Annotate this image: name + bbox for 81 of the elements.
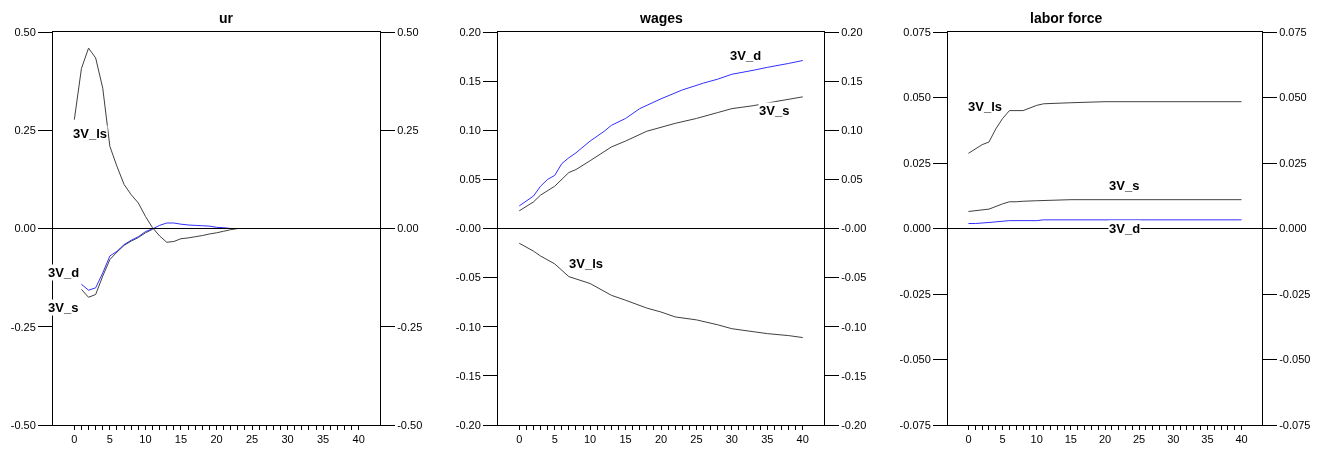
series-label: 3V_s <box>759 103 790 118</box>
y-tick-label: -0.00 <box>455 222 481 235</box>
y2-tick-label: 0.50 <box>397 25 419 38</box>
y2-tick-label: -0.15 <box>841 369 867 382</box>
y2-tick-label: 0.10 <box>841 124 863 137</box>
x-tick-label: 15 <box>174 433 188 446</box>
x-tick-label: 20 <box>654 433 668 446</box>
series-label: 3V_d <box>48 265 80 280</box>
y2-tick-label: -0.50 <box>397 418 423 431</box>
x-tick-label: 25 <box>1133 433 1146 446</box>
x-tick-label: 10 <box>1030 433 1043 446</box>
series-label: 3V_d <box>1109 221 1141 236</box>
chart-title: labor force <box>1030 10 1103 26</box>
y-tick-label: 0.50 <box>14 25 36 38</box>
series-label: 3V_ls <box>569 256 603 271</box>
y2-tick-label: 0.050 <box>1279 91 1307 104</box>
y2-tick-label: -0.25 <box>397 320 423 333</box>
x-tick-label: 15 <box>619 433 632 446</box>
y-tick-label: -0.05 <box>455 271 481 284</box>
x-tick-label: 40 <box>1235 433 1248 446</box>
x-tick-label: 30 <box>281 433 294 446</box>
x-tick-label: 10 <box>139 433 152 446</box>
y-tick-label: -0.10 <box>455 320 481 333</box>
y-tick-label: 0.25 <box>14 124 36 137</box>
y2-tick-label: -0.10 <box>841 320 867 333</box>
x-tick-label: 10 <box>584 433 597 446</box>
y2-tick-label: -0.075 <box>1279 418 1311 431</box>
series-label: 3V_ls <box>968 99 1002 114</box>
y-tick-label: -0.50 <box>10 418 36 431</box>
y-tick-label: 0.20 <box>459 25 481 38</box>
y2-tick-label: 0.15 <box>841 74 863 87</box>
y-tick-label: 0.050 <box>903 91 931 104</box>
x-tick-label: 15 <box>1064 433 1077 446</box>
series-label: 3V_ls <box>73 126 107 141</box>
chart-title: wages <box>639 10 684 26</box>
chart-title: ur <box>219 10 234 26</box>
y-tick-label: 0.075 <box>903 25 931 38</box>
series-label: 3V_d <box>730 48 762 63</box>
x-tick-label: 35 <box>1201 433 1214 446</box>
y2-tick-label: 0.025 <box>1279 156 1307 169</box>
y-tick-label: -0.050 <box>899 353 931 366</box>
x-tick-label: 25 <box>690 433 703 446</box>
x-tick-label: 40 <box>352 433 365 446</box>
x-tick-label: 35 <box>761 433 774 446</box>
y2-tick-label: 0.05 <box>841 173 863 186</box>
y-tick-label: 0.15 <box>459 74 481 87</box>
x-tick-label: 40 <box>796 433 809 446</box>
y2-tick-label: 0.25 <box>397 124 419 137</box>
y-tick-label: -0.25 <box>10 320 36 333</box>
y-tick-label: -0.20 <box>455 418 481 431</box>
y2-tick-label: -0.00 <box>841 222 867 235</box>
y2-tick-label: 0.075 <box>1279 25 1307 38</box>
y2-tick-label: 0.00 <box>397 222 419 235</box>
y2-tick-label: 0.000 <box>1279 222 1307 235</box>
x-tick-label: 20 <box>1098 433 1112 446</box>
x-tick-label: 5 <box>106 433 113 446</box>
series-label: 3V_s <box>48 300 79 315</box>
y-tick-label: -0.075 <box>899 418 931 431</box>
y-tick-label: 0.05 <box>459 173 481 186</box>
y2-tick-label: -0.050 <box>1279 353 1311 366</box>
x-tick-label: 0 <box>71 433 78 446</box>
y2-tick-label: -0.025 <box>1279 287 1311 300</box>
x-tick-label: 5 <box>999 433 1006 446</box>
y-tick-label: -0.15 <box>455 369 481 382</box>
y2-tick-label: -0.20 <box>841 418 867 431</box>
x-tick-label: 35 <box>317 433 330 446</box>
x-tick-label: 25 <box>245 433 259 446</box>
y-tick-label: 0.10 <box>459 124 481 137</box>
y-tick-label: -0.025 <box>899 287 931 300</box>
x-tick-label: 20 <box>210 433 223 446</box>
x-tick-label: 30 <box>1167 433 1180 446</box>
y-tick-label: 0.025 <box>903 156 931 169</box>
y-tick-label: 0.00 <box>14 222 36 235</box>
series-label: 3V_s <box>1109 178 1140 193</box>
x-tick-label: 0 <box>516 433 523 446</box>
x-tick-label: 5 <box>551 433 558 446</box>
x-tick-label: 0 <box>965 433 972 446</box>
y2-tick-label: 0.20 <box>841 25 863 38</box>
y-tick-label: 0.000 <box>903 222 931 235</box>
x-tick-label: 30 <box>725 433 738 446</box>
y2-tick-label: -0.05 <box>841 271 867 284</box>
